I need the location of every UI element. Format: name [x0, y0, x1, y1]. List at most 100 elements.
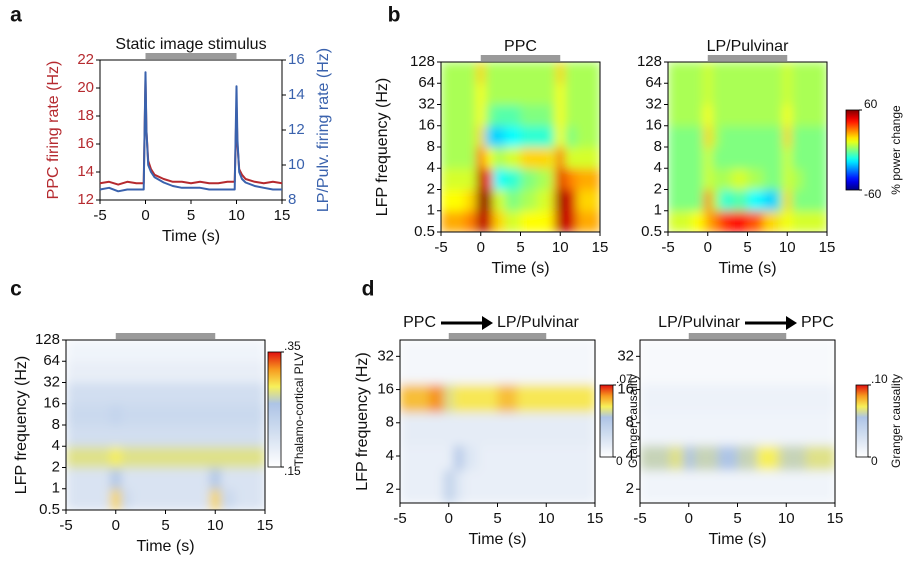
heatmap-cell [565, 445, 595, 471]
heatmap-cell [640, 445, 670, 471]
y-tick-label: 64 [43, 352, 60, 369]
heatmap-cell [779, 125, 784, 148]
heatmap-cell [757, 340, 777, 385]
heatmap-cell [95, 425, 112, 447]
heatmap-cell [120, 403, 132, 426]
heatmap-cell [463, 340, 479, 385]
heatmap-cell [453, 412, 464, 446]
stimulus-bar [448, 333, 547, 339]
heatmap-cell [429, 340, 445, 385]
y2-tick-label: 8 [288, 191, 296, 208]
x-axis-label: Time (s) [136, 538, 194, 555]
heatmap-cell [235, 361, 265, 383]
heatmap-cell [504, 125, 521, 148]
heatmap-cell [552, 189, 557, 212]
heatmap-cell [536, 469, 542, 503]
x-tick-label: 15 [587, 510, 604, 527]
heatmap-cell [476, 168, 486, 190]
heatmap-cell [791, 104, 804, 127]
heatmap-cell [737, 383, 758, 413]
heatmap-cell [668, 189, 693, 212]
stimulus-bar [707, 55, 788, 61]
heatmap-cell [497, 469, 518, 503]
colorbar-tick-label: .15 [284, 464, 301, 478]
heatmap-cell [791, 210, 804, 232]
heatmap-cell [110, 403, 122, 426]
heatmap-cell [731, 210, 748, 232]
heatmap-cell [763, 147, 780, 169]
heatmap-cell [703, 469, 719, 503]
x-tick-label: 0 [112, 517, 120, 534]
heatmap-cell [718, 383, 738, 413]
panel-label: b [388, 4, 401, 27]
plot-frame [99, 59, 283, 201]
heatmap-cell [691, 210, 705, 232]
y2-tick-label: 14 [288, 86, 305, 103]
heatmap-cell [551, 469, 567, 503]
heatmap-cell [497, 340, 518, 385]
heatmap-cell [541, 445, 552, 471]
heatmap-cell [463, 469, 479, 503]
heatmap-cell [747, 168, 764, 190]
heatmap-cell [564, 125, 577, 148]
heatmap-cell [210, 340, 221, 362]
heatmap-cell [220, 403, 236, 426]
heatmap-cell [783, 125, 792, 148]
heatmap-cell [478, 445, 498, 471]
series-line [99, 78, 283, 186]
heatmap-cell [803, 104, 827, 127]
heatmap-cell [718, 340, 738, 385]
heatmap-cell [718, 445, 738, 471]
heatmap-cells [66, 340, 265, 510]
colorbar-tick-label: .35 [284, 339, 301, 353]
heatmap-cell [719, 210, 733, 232]
colorbar-tick-label: -60 [864, 187, 882, 201]
heatmap-cell [693, 412, 704, 446]
x-tick-label: 5 [493, 510, 501, 527]
heatmap-cell [484, 210, 494, 232]
y-tick-label: 4 [427, 159, 435, 176]
heatmap-cell [453, 340, 464, 385]
heatmap-cell [165, 361, 186, 383]
heatmap-cell [731, 104, 748, 127]
heatmap-cell [66, 361, 97, 383]
heatmap-cell [95, 467, 112, 490]
heatmap-cell [711, 104, 721, 127]
heatmap-cell [556, 125, 565, 148]
heatmap-cell [210, 382, 221, 405]
colorbar [855, 384, 869, 458]
heatmap-cell [185, 488, 206, 510]
heatmap-cell [791, 445, 807, 471]
heatmap-cell [783, 168, 792, 190]
heatmap-cell [783, 189, 792, 212]
x-tick-label: 5 [516, 239, 524, 256]
x-axis-label: Time (s) [718, 260, 776, 277]
heatmap-cell [441, 62, 466, 84]
x-tick-label: 5 [187, 207, 195, 224]
heatmap-cell [576, 147, 600, 169]
heatmap-cell [235, 488, 265, 510]
y-tick-label: 0.5 [641, 223, 662, 240]
heatmap-cell [779, 168, 784, 190]
heatmap-cell [520, 83, 537, 105]
heatmap-cell [703, 104, 713, 127]
heatmap-cell [210, 425, 221, 447]
y-tick-label: 4 [52, 437, 60, 454]
heatmap-cell [703, 83, 713, 105]
heatmap-cell [517, 445, 537, 471]
heatmap-cell [691, 125, 705, 148]
y-tick-label: 2 [626, 480, 634, 497]
colorbar-tick-label: .10 [871, 372, 888, 386]
heatmap-cell [556, 104, 565, 127]
heatmap-cell [757, 383, 777, 413]
heatmap-cell [464, 125, 478, 148]
heatmap [400, 340, 595, 503]
x-tick-label: 10 [552, 239, 569, 256]
heatmap-cell [747, 147, 764, 169]
heatmap-cell [719, 83, 733, 105]
heatmap-cell [536, 125, 553, 148]
heatmap-cell [731, 168, 748, 190]
heatmap-cell [576, 168, 600, 190]
heatmap-cell [110, 488, 122, 510]
heatmap-cell [536, 210, 553, 232]
